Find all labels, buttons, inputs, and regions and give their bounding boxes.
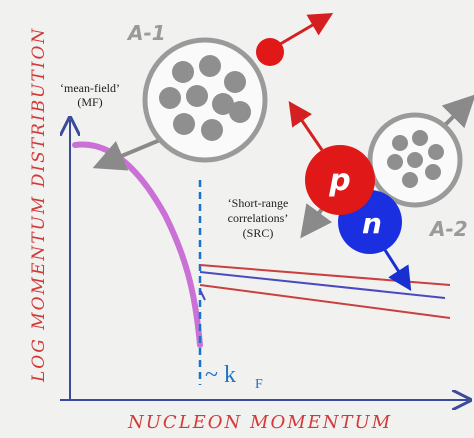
ejected-nucleon — [256, 38, 284, 66]
label-a-2: A-2 — [428, 217, 468, 241]
src-label: (SRC) — [243, 226, 274, 240]
diagram: LOG MOMENTUM DISTRIBUTION NUCLEON MOMENT… — [0, 0, 474, 438]
label-a-1: A-1 — [126, 21, 166, 45]
src-label: correlations’ — [228, 211, 289, 225]
mean-field-label: (MF) — [77, 95, 102, 109]
fermi-subscript: F — [255, 377, 263, 392]
x-axis-label: NUCLEON MOMENTUM — [127, 412, 392, 433]
proton-label: p — [328, 163, 350, 198]
src-label: ‘Short-range — [228, 196, 289, 210]
neutron-label: n — [362, 207, 382, 240]
y-axis-label: LOG MOMENTUM DISTRIBUTION — [29, 27, 49, 383]
fermi-label: ~ k — [205, 362, 236, 388]
mean-field-label: ‘mean-field’ — [60, 81, 120, 95]
